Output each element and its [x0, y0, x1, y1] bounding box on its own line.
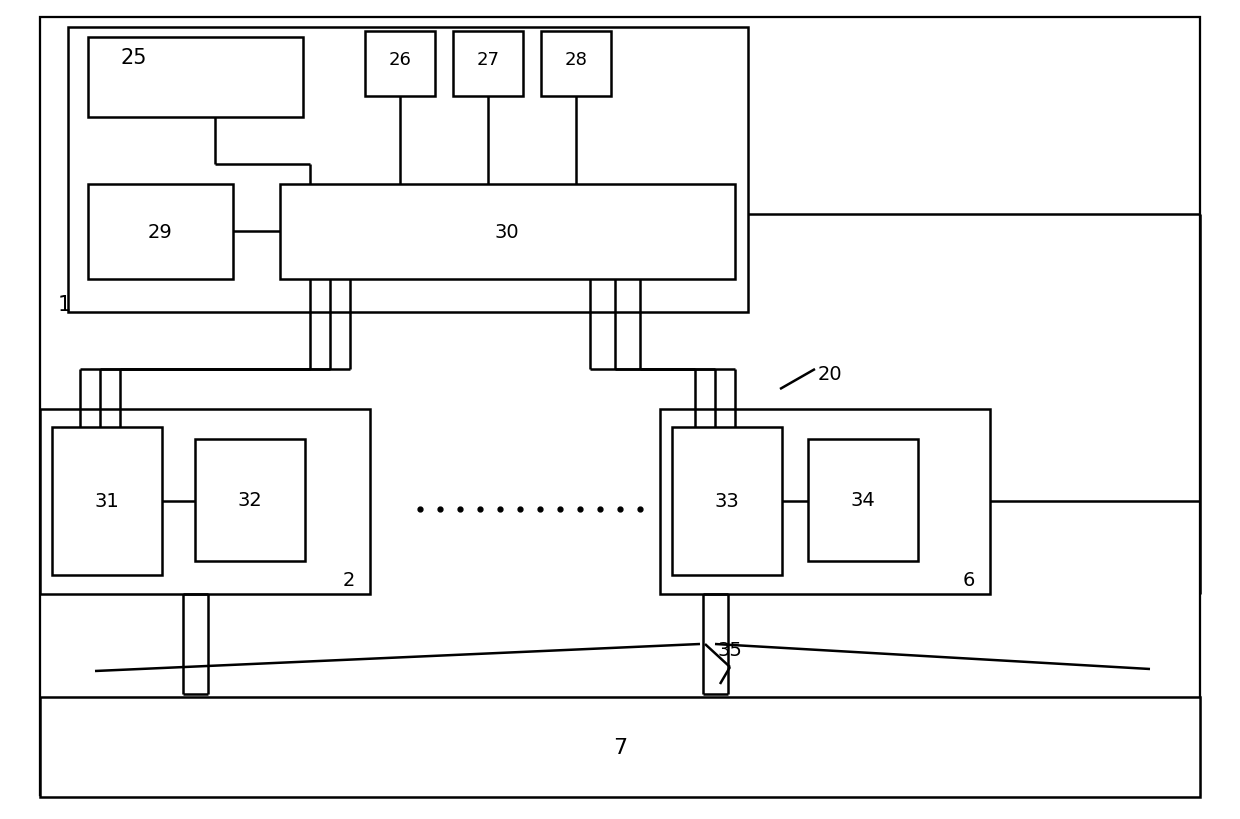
Text: 34: 34: [851, 491, 875, 510]
Text: 1: 1: [58, 295, 71, 314]
Bar: [541, 32, 611, 97]
Bar: [68, 28, 748, 313]
Text: 2: 2: [342, 570, 355, 590]
Text: 6: 6: [962, 570, 975, 590]
Text: 20: 20: [817, 365, 842, 384]
Text: 33: 33: [714, 492, 739, 511]
Text: 7: 7: [613, 737, 627, 757]
Text: 25: 25: [120, 48, 146, 68]
Bar: [40, 697, 1200, 797]
Bar: [453, 32, 523, 97]
Text: 27: 27: [476, 51, 500, 69]
Text: 29: 29: [148, 222, 172, 242]
Bar: [365, 32, 435, 97]
Text: 31: 31: [94, 492, 119, 511]
Bar: [40, 410, 370, 595]
Text: 28: 28: [564, 51, 588, 69]
Bar: [660, 410, 990, 595]
Bar: [808, 440, 918, 561]
Bar: [672, 428, 782, 575]
Bar: [88, 185, 233, 279]
Bar: [52, 428, 162, 575]
Text: 26: 26: [388, 51, 412, 69]
Bar: [280, 185, 735, 279]
Text: 35: 35: [718, 640, 743, 658]
Bar: [195, 440, 305, 561]
Text: 32: 32: [238, 491, 263, 510]
Bar: [88, 38, 303, 118]
Text: 30: 30: [495, 222, 520, 242]
